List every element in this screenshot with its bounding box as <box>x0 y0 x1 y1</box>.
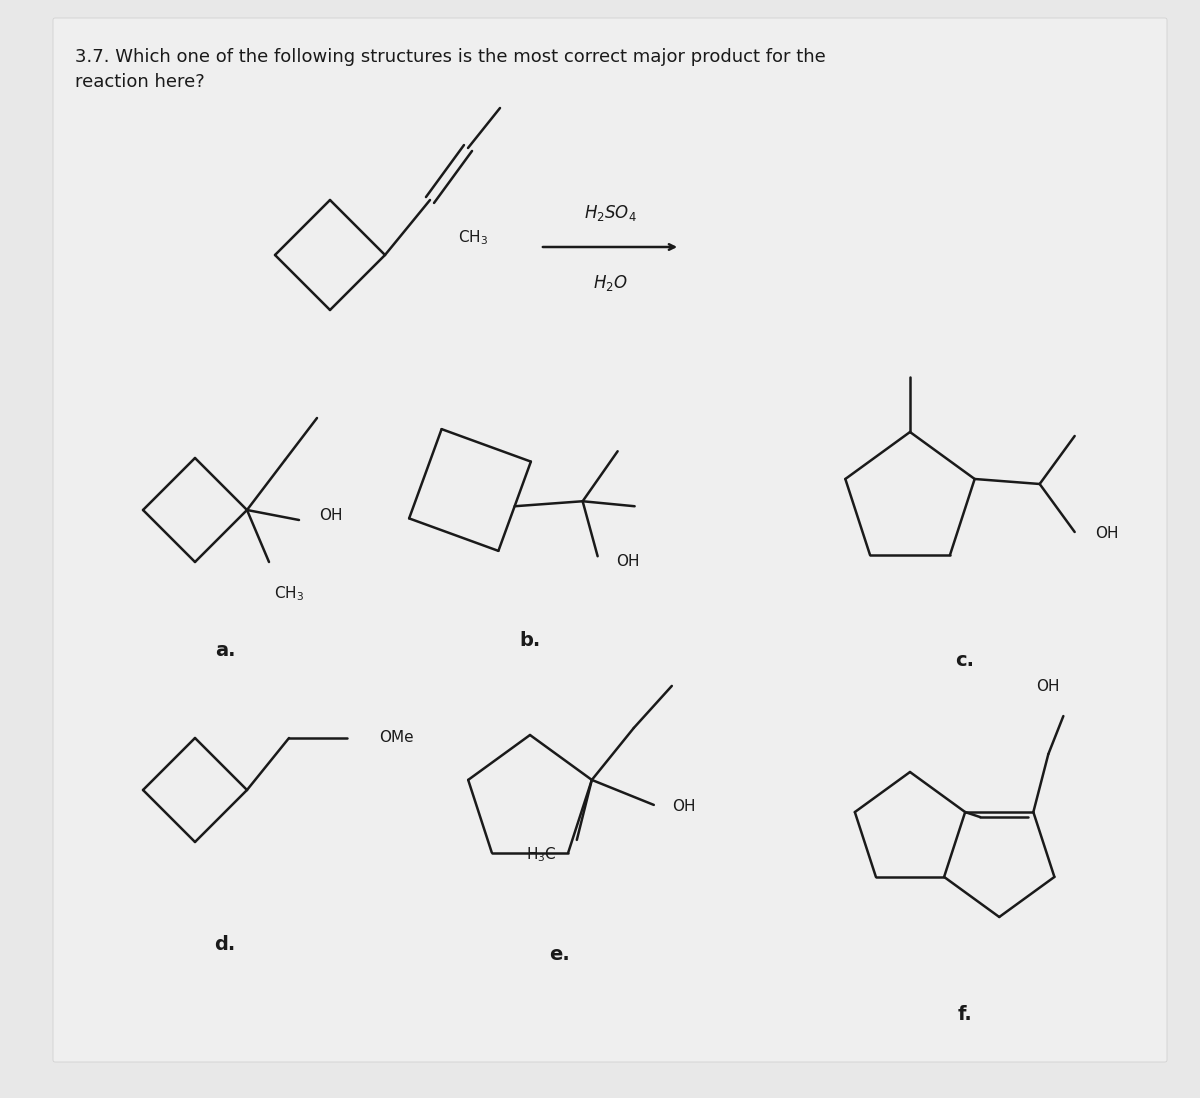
Text: c.: c. <box>955 650 974 670</box>
Text: f.: f. <box>958 1006 972 1024</box>
Text: CH$_3$: CH$_3$ <box>274 584 304 603</box>
Text: H$_3$C: H$_3$C <box>526 845 557 864</box>
Text: e.: e. <box>550 945 570 964</box>
Text: CH$_3$: CH$_3$ <box>458 228 488 247</box>
Text: b.: b. <box>520 630 541 650</box>
Text: a.: a. <box>215 640 235 660</box>
Text: OH: OH <box>616 553 640 569</box>
FancyBboxPatch shape <box>53 18 1166 1062</box>
Text: OH: OH <box>319 507 342 523</box>
Text: OH: OH <box>1094 526 1118 541</box>
Text: reaction here?: reaction here? <box>74 72 205 91</box>
Text: $H_2O$: $H_2O$ <box>593 273 628 293</box>
Text: $H_2SO_4$: $H_2SO_4$ <box>583 203 636 223</box>
Text: OH: OH <box>1037 679 1060 694</box>
Text: 3.7. Which one of the following structures is the most correct major product for: 3.7. Which one of the following structur… <box>74 48 826 66</box>
Text: d.: d. <box>215 935 235 954</box>
Text: OH: OH <box>672 799 695 815</box>
Text: OMe: OMe <box>379 730 414 746</box>
